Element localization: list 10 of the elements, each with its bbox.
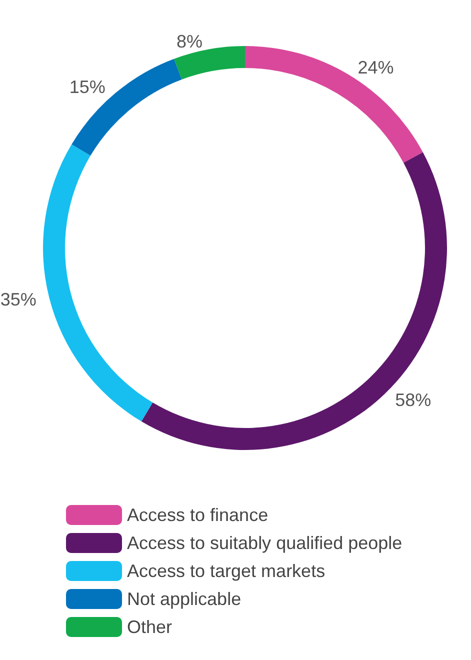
data-label: 58% <box>395 390 432 410</box>
legend-label: Access to finance <box>127 505 268 525</box>
legend-label: Other <box>127 617 172 637</box>
data-label: 35% <box>0 289 36 310</box>
legend-label: Access to suitably qualified people <box>127 533 402 553</box>
data-label: 15% <box>69 76 106 97</box>
data-label: 8% <box>176 31 203 52</box>
legend-label: Access to target markets <box>127 561 326 581</box>
data-label: 24% <box>358 58 394 78</box>
legend-label: Not applicable <box>127 589 242 609</box>
